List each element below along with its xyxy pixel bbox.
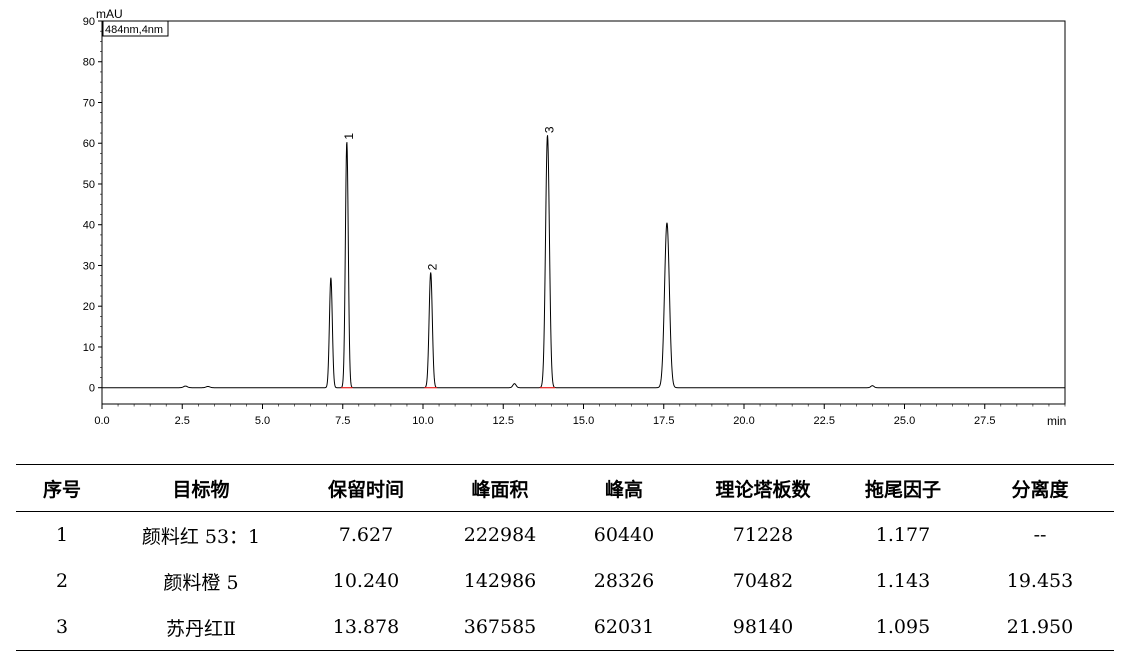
x-tick-label: 10.0 — [412, 415, 433, 427]
header-analyte: 目标物 — [172, 478, 230, 501]
cell-peak-area: 367585 — [463, 616, 537, 638]
x-tick-label: 22.5 — [814, 415, 835, 427]
cell-peak-height: 28326 — [593, 570, 655, 592]
table-row: 2 颜料橙 5 10.240 142986 28326 70482 1.143 … — [16, 558, 1114, 604]
chromatogram-svg: 0 10 20 30 40 50 60 70 80 90 0.0 2.5 5.0 7.5 10.0 12.5 1… — [83, 7, 1067, 428]
cell-retention-time: 7.627 — [338, 524, 394, 546]
x-tick-label: 27.5 — [974, 415, 995, 427]
x-tick-label: 25.0 — [894, 415, 915, 427]
y-tick-label: 90 — [83, 16, 95, 28]
results-table: 序号 目标物 保留时间 峰面积 峰高 理论塔板数 拖尾因子 分离度 1 颜料红 … — [16, 464, 1114, 651]
table-header-row: 序号 目标物 保留时间 峰面积 峰高 理论塔板数 拖尾因子 分离度 — [16, 464, 1114, 512]
y-tick-label: 80 — [83, 57, 95, 69]
header-theoretical-plates: 理论塔板数 — [715, 478, 811, 501]
cell-theoretical-plates: 71228 — [732, 524, 794, 546]
cell-tailing-factor: 1.095 — [875, 616, 931, 638]
header-index: 序号 — [42, 478, 81, 501]
cell-resolution: 19.453 — [1006, 570, 1074, 592]
cell-analyte: 颜料红 53：1 — [141, 525, 261, 548]
peak-label-3: 3 — [542, 126, 556, 133]
y-tick-label: 40 — [83, 220, 95, 232]
y-tick-label: 0 — [89, 383, 95, 395]
x-tick-label: 15.0 — [573, 415, 594, 427]
cell-peak-height: 60440 — [593, 524, 655, 546]
y-tick-label: 60 — [83, 138, 95, 150]
cell-tailing-factor: 1.143 — [875, 570, 931, 592]
cell-index: 2 — [55, 570, 69, 592]
header-tailing-factor: 拖尾因子 — [864, 478, 941, 501]
cell-theoretical-plates: 98140 — [732, 616, 794, 638]
cell-analyte: 颜料橙 5 — [163, 571, 239, 594]
plot-frame — [101, 20, 1066, 405]
cell-retention-time: 13.878 — [332, 616, 400, 638]
x-tick-label: 2.5 — [175, 415, 190, 427]
header-resolution: 分离度 — [1011, 478, 1069, 501]
header-peak-area: 峰面积 — [471, 478, 529, 501]
header-retention-time: 保留时间 — [327, 478, 404, 501]
x-tick-label: 12.5 — [493, 415, 514, 427]
cell-analyte: 苏丹红Ⅱ — [166, 617, 236, 640]
y-tick-label: 10 — [83, 342, 95, 354]
x-tick-label: 20.0 — [733, 415, 754, 427]
legend-label: 484nm,4nm — [105, 24, 163, 36]
chromatogram-chart: 0 10 20 30 40 50 60 70 80 90 0.0 2.5 5.0 7.5 10.0 12.5 1… — [83, 7, 1067, 428]
table-row: 1 颜料红 53：1 7.627 222984 60440 71228 1.17… — [16, 512, 1114, 559]
y-tick-label: 50 — [83, 179, 95, 191]
y-tick-label: 20 — [83, 301, 95, 313]
y-tick-label: 30 — [83, 260, 95, 272]
table-row: 3 苏丹红Ⅱ 13.878 367585 62031 98140 1.095 2… — [16, 604, 1114, 651]
peak-label-2: 2 — [426, 263, 440, 270]
cell-peak-height: 62031 — [593, 616, 655, 638]
x-tick-label: 0.0 — [94, 415, 109, 427]
cell-peak-area: 142986 — [463, 570, 537, 592]
x-tick-label: 5.0 — [255, 415, 270, 427]
legend-box — [102, 20, 169, 37]
x-axis-unit: min — [1047, 414, 1066, 428]
y-axis-unit: mAU — [96, 7, 123, 21]
cell-resolution: 21.950 — [1006, 616, 1074, 638]
cell-resolution: -- — [1033, 524, 1047, 546]
cell-index: 3 — [55, 616, 69, 638]
chromatogram-trace — [102, 135, 1065, 389]
header-peak-height: 峰高 — [604, 478, 643, 501]
cell-tailing-factor: 1.177 — [875, 524, 931, 546]
cell-peak-area: 222984 — [463, 524, 537, 546]
cell-theoretical-plates: 70482 — [732, 570, 794, 592]
cell-index: 1 — [55, 524, 69, 546]
y-tick-label: 70 — [83, 97, 95, 109]
peak-label-1: 1 — [342, 133, 356, 140]
x-tick-label: 17.5 — [653, 415, 674, 427]
x-tick-label: 7.5 — [335, 415, 350, 427]
cell-retention-time: 10.240 — [332, 570, 400, 592]
